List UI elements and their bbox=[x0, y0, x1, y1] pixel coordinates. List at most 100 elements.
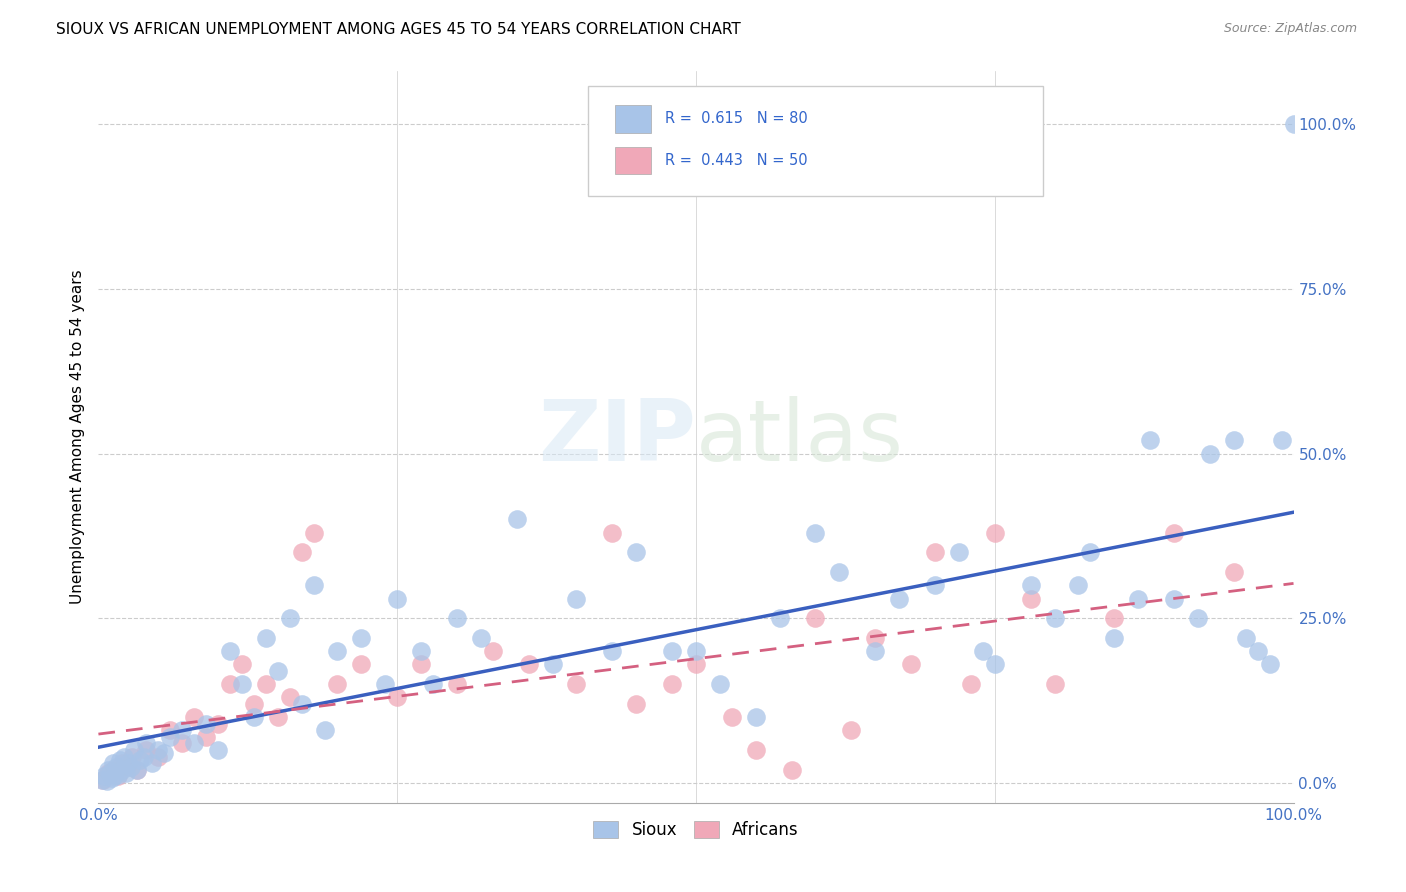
Point bbox=[1223, 565, 1246, 579]
Point bbox=[1247, 644, 1270, 658]
Point bbox=[278, 690, 301, 705]
Point bbox=[195, 716, 218, 731]
Point bbox=[111, 756, 134, 771]
Point bbox=[350, 631, 373, 645]
Point bbox=[865, 631, 887, 645]
Point bbox=[446, 611, 468, 625]
Point bbox=[231, 677, 253, 691]
Point bbox=[326, 644, 349, 658]
Point bbox=[1199, 446, 1222, 460]
Point bbox=[159, 723, 181, 738]
Point bbox=[602, 525, 624, 540]
Point bbox=[482, 644, 505, 658]
Point bbox=[411, 644, 433, 658]
Point bbox=[91, 772, 114, 787]
Point bbox=[506, 512, 529, 526]
Point bbox=[195, 730, 218, 744]
Point bbox=[159, 730, 181, 744]
Legend: Sioux, Africans: Sioux, Africans bbox=[586, 814, 806, 846]
Point bbox=[183, 737, 205, 751]
Text: Source: ZipAtlas.com: Source: ZipAtlas.com bbox=[1223, 22, 1357, 36]
Point bbox=[565, 677, 588, 691]
Point bbox=[1128, 591, 1150, 606]
Point bbox=[841, 723, 863, 738]
Point bbox=[243, 710, 266, 724]
Point bbox=[115, 766, 138, 780]
Point bbox=[148, 749, 170, 764]
Point bbox=[984, 657, 1007, 672]
Point bbox=[243, 697, 266, 711]
Point bbox=[183, 710, 205, 724]
Point bbox=[1019, 578, 1042, 592]
FancyBboxPatch shape bbox=[589, 86, 1043, 195]
Point bbox=[112, 749, 135, 764]
Point bbox=[709, 677, 731, 691]
Point bbox=[107, 769, 129, 783]
Point bbox=[302, 578, 325, 592]
Point bbox=[1163, 525, 1185, 540]
Point bbox=[97, 763, 120, 777]
Point bbox=[117, 756, 139, 771]
Point bbox=[207, 743, 229, 757]
Point bbox=[685, 657, 707, 672]
Point bbox=[804, 611, 827, 625]
Point bbox=[103, 769, 125, 783]
Point bbox=[231, 657, 253, 672]
Point bbox=[135, 737, 157, 751]
Point bbox=[374, 677, 396, 691]
Point bbox=[350, 657, 373, 672]
Point bbox=[1187, 611, 1209, 625]
Point bbox=[385, 690, 409, 705]
Text: R =  0.443   N = 50: R = 0.443 N = 50 bbox=[665, 153, 807, 168]
Point bbox=[924, 545, 946, 559]
Point bbox=[302, 525, 325, 540]
Point bbox=[685, 644, 707, 658]
Point bbox=[745, 710, 768, 724]
Point bbox=[972, 644, 994, 658]
Point bbox=[101, 756, 124, 771]
Point bbox=[470, 631, 492, 645]
Point bbox=[96, 774, 118, 789]
Point bbox=[780, 763, 803, 777]
Point bbox=[108, 753, 131, 767]
Point bbox=[315, 723, 337, 738]
Point bbox=[411, 657, 433, 672]
Point bbox=[1139, 434, 1161, 448]
Point bbox=[107, 768, 129, 782]
Point bbox=[804, 525, 827, 540]
Point bbox=[219, 677, 242, 691]
Point bbox=[385, 591, 409, 606]
Point bbox=[661, 677, 683, 691]
FancyBboxPatch shape bbox=[614, 105, 651, 133]
Point bbox=[661, 644, 683, 658]
Text: R =  0.615   N = 80: R = 0.615 N = 80 bbox=[665, 112, 807, 127]
Point bbox=[960, 677, 983, 691]
Point bbox=[1019, 591, 1042, 606]
Point bbox=[889, 591, 911, 606]
Point bbox=[121, 749, 143, 764]
Point bbox=[93, 769, 115, 783]
Point bbox=[1104, 631, 1126, 645]
Text: ZIP: ZIP bbox=[538, 395, 696, 479]
Point bbox=[135, 743, 157, 757]
Point bbox=[153, 747, 176, 761]
Point bbox=[626, 697, 648, 711]
Point bbox=[148, 743, 170, 757]
Point bbox=[517, 657, 540, 672]
Point bbox=[1223, 434, 1246, 448]
Point bbox=[97, 766, 120, 780]
Point bbox=[278, 611, 301, 625]
Point bbox=[91, 772, 114, 787]
FancyBboxPatch shape bbox=[614, 146, 651, 175]
Point bbox=[101, 763, 124, 777]
Point bbox=[254, 631, 277, 645]
Point bbox=[565, 591, 588, 606]
Point bbox=[132, 749, 155, 764]
Point bbox=[291, 697, 314, 711]
Point bbox=[326, 677, 349, 691]
Point bbox=[900, 657, 922, 672]
Point bbox=[111, 763, 134, 777]
Point bbox=[267, 664, 290, 678]
Point bbox=[100, 771, 122, 785]
Point bbox=[1234, 631, 1257, 645]
